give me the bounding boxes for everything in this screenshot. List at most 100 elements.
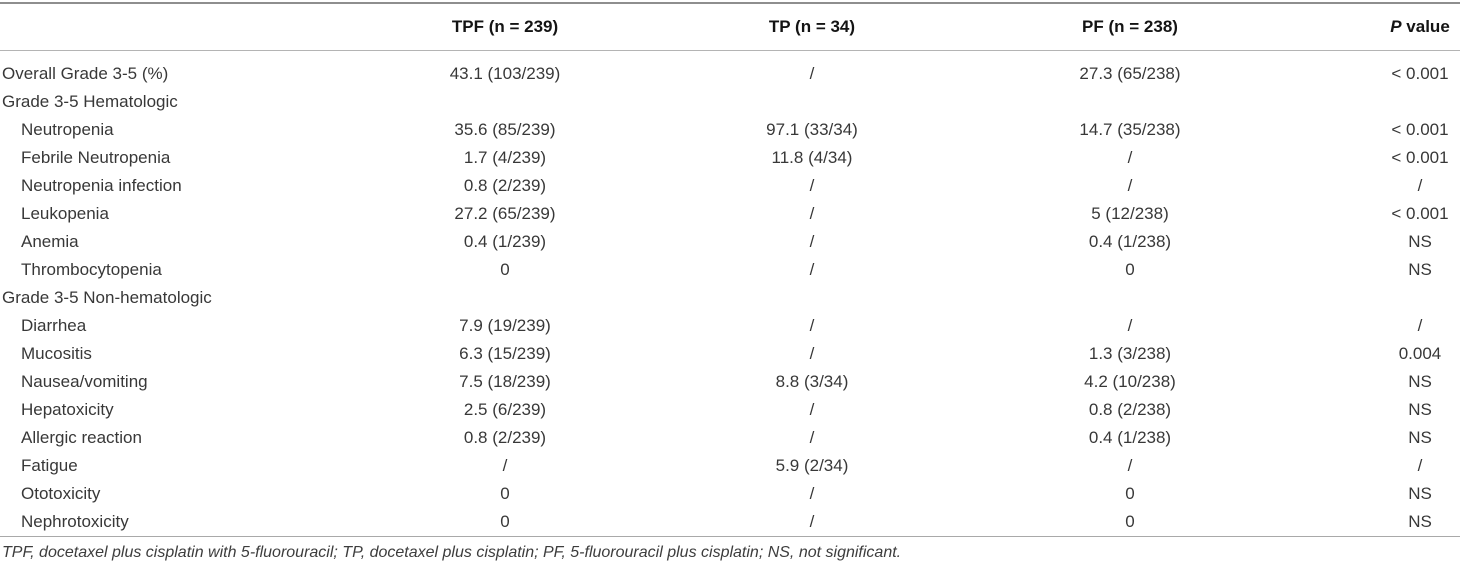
cell-pvalue: NS xyxy=(1408,260,1432,279)
cell-tp: / xyxy=(809,484,815,503)
cell-tp: / xyxy=(809,232,815,251)
cell-pf: / xyxy=(1127,316,1133,335)
table-row: Hepatoxicity 2.5 (6/239) / 0.8 (2/238) NS xyxy=(0,396,1460,424)
cell-tpf xyxy=(390,284,620,312)
cell-pf: / xyxy=(1127,456,1133,475)
table-row: Allergic reaction 0.8 (2/239) / 0.4 (1/238)… xyxy=(0,424,1460,452)
cell-tpf: 1.7 (4/239) xyxy=(463,148,547,167)
table-row: Ototoxicity 0 / 0 NS xyxy=(0,480,1460,508)
row-label: Overall Grade 3-5 (%) xyxy=(2,64,169,83)
header-col-tp: TP (n = 34) xyxy=(620,3,1004,51)
header-empty-cell xyxy=(0,3,390,51)
row-label: Allergic reaction xyxy=(21,428,142,447)
cell-tpf: 0.8 (2/239) xyxy=(463,176,547,195)
cell-tpf: / xyxy=(502,456,508,475)
cell-pf: 14.7 (35/238) xyxy=(1079,120,1181,139)
table-row: Neutropenia 35.6 (85/239) 97.1 (33/34) 14.7… xyxy=(0,116,1460,144)
row-label: Leukopenia xyxy=(21,204,109,223)
cell-pf: 0 xyxy=(1125,260,1135,279)
adverse-events-table: TPF (n = 239) TP (n = 34) PF (n = 238) P… xyxy=(0,2,1460,537)
cell-tpf: 27.2 (65/239) xyxy=(454,204,556,223)
cell-tp: / xyxy=(809,428,815,447)
header-col-tpf: TPF (n = 239) xyxy=(390,3,620,51)
cell-pvalue: / xyxy=(1417,176,1423,195)
cell-pf: 0.8 (2/238) xyxy=(1088,400,1172,419)
cell-pf: 0.4 (1/238) xyxy=(1088,232,1172,251)
cell-tp: / xyxy=(809,204,815,223)
cell-pf: 5 (12/238) xyxy=(1091,204,1169,223)
cell-pvalue: / xyxy=(1417,456,1423,475)
cell-pvalue: < 0.001 xyxy=(1391,64,1449,83)
cell-tpf: 0 xyxy=(500,484,510,503)
cell-pvalue: NS xyxy=(1408,484,1432,503)
row-label: Diarrhea xyxy=(21,316,87,335)
cell-tpf: 35.6 (85/239) xyxy=(454,120,556,139)
cell-pf: 0.4 (1/238) xyxy=(1088,428,1172,447)
cell-tpf: 0.8 (2/239) xyxy=(463,428,547,447)
cell-pf: 27.3 (65/238) xyxy=(1079,64,1181,83)
cell-pvalue: 0.004 xyxy=(1398,344,1442,363)
cell-tpf: 0 xyxy=(500,512,510,531)
cell-tp: / xyxy=(809,64,815,83)
cell-tp xyxy=(620,88,1004,116)
row-label: Anemia xyxy=(21,232,79,251)
table-row: Febrile Neutropenia 1.7 (4/239) 11.8 (4/34… xyxy=(0,144,1460,172)
row-label: Thrombocytopenia xyxy=(21,260,162,279)
cell-pf: / xyxy=(1127,148,1133,167)
cell-pf: 1.3 (3/238) xyxy=(1088,344,1172,363)
cell-pvalue: NS xyxy=(1408,512,1432,531)
row-label: Nephrotoxicity xyxy=(21,512,129,531)
cell-pf xyxy=(1004,284,1256,312)
row-label: Neutropenia xyxy=(21,120,114,139)
row-label: Fatigue xyxy=(21,456,78,475)
row-label: Ototoxicity xyxy=(21,484,101,503)
cell-pvalue: NS xyxy=(1408,232,1432,251)
row-label: Nausea/vomiting xyxy=(21,372,148,391)
cell-tp: / xyxy=(809,176,815,195)
table-section-row: Grade 3-5 Non-hematologic xyxy=(0,284,1460,312)
cell-pf: 4.2 (10/238) xyxy=(1084,372,1176,391)
cell-tp: 8.8 (3/34) xyxy=(775,372,849,391)
table-row: Diarrhea 7.9 (19/239) / / / xyxy=(0,312,1460,340)
cell-tp: 97.1 (33/34) xyxy=(766,120,858,139)
row-label: Hepatoxicity xyxy=(21,400,114,419)
cell-pvalue: < 0.001 xyxy=(1391,204,1449,223)
table-row: Leukopenia 27.2 (65/239) / 5 (12/238) < 0.00… xyxy=(0,200,1460,228)
cell-tpf: 0.4 (1/239) xyxy=(463,232,547,251)
cell-pf: 0 xyxy=(1125,484,1135,503)
cell-tp: / xyxy=(809,400,815,419)
table-row: Mucositis 6.3 (15/239) / 1.3 (3/238) 0.004 xyxy=(0,340,1460,368)
table-row: Nausea/vomiting 7.5 (18/239) 8.8 (3/34) 4.2… xyxy=(0,368,1460,396)
cell-pvalue xyxy=(1256,284,1460,312)
table-row: Neutropenia infection 0.8 (2/239) / / / xyxy=(0,172,1460,200)
table-footnote: TPF, docetaxel plus cisplatin with 5-flu… xyxy=(2,544,902,561)
table-section-row: Overall Grade 3-5 (%) 43.1 (103/239) / 27.3… xyxy=(0,51,1460,89)
pvalue-p-italic: P xyxy=(1390,17,1402,36)
header-col-pvalue: P value xyxy=(1256,3,1460,51)
cell-tp: / xyxy=(809,344,815,363)
cell-tpf xyxy=(390,88,620,116)
cell-tpf: 6.3 (15/239) xyxy=(459,344,551,363)
row-label: Grade 3-5 Hematologic xyxy=(2,92,178,111)
row-label: Neutropenia infection xyxy=(21,176,182,195)
cell-pvalue: NS xyxy=(1408,428,1432,447)
cell-pvalue: < 0.001 xyxy=(1391,148,1449,167)
table-row: Nephrotoxicity 0 / 0 NS xyxy=(0,508,1460,537)
cell-tpf: 7.5 (18/239) xyxy=(459,372,551,391)
cell-pvalue: < 0.001 xyxy=(1391,120,1449,139)
table-row: Fatigue / 5.9 (2/34) / / xyxy=(0,452,1460,480)
cell-pvalue: NS xyxy=(1408,372,1432,391)
cell-tpf: 7.9 (19/239) xyxy=(459,316,551,335)
cell-pf: / xyxy=(1127,176,1133,195)
pvalue-rest: value xyxy=(1406,17,1450,36)
cell-tp: 11.8 (4/34) xyxy=(771,148,853,167)
cell-tp: / xyxy=(809,316,815,335)
table-row: Thrombocytopenia 0 / 0 NS xyxy=(0,256,1460,284)
header-row: TPF (n = 239) TP (n = 34) PF (n = 238) P… xyxy=(0,3,1460,51)
cell-pvalue: / xyxy=(1417,316,1423,335)
cell-tpf: 43.1 (103/239) xyxy=(449,64,561,83)
cell-pvalue xyxy=(1256,88,1460,116)
table-body: Overall Grade 3-5 (%) 43.1 (103/239) / 27.3… xyxy=(0,51,1460,537)
row-label: Mucositis xyxy=(21,344,92,363)
cell-tpf: 0 xyxy=(500,260,510,279)
